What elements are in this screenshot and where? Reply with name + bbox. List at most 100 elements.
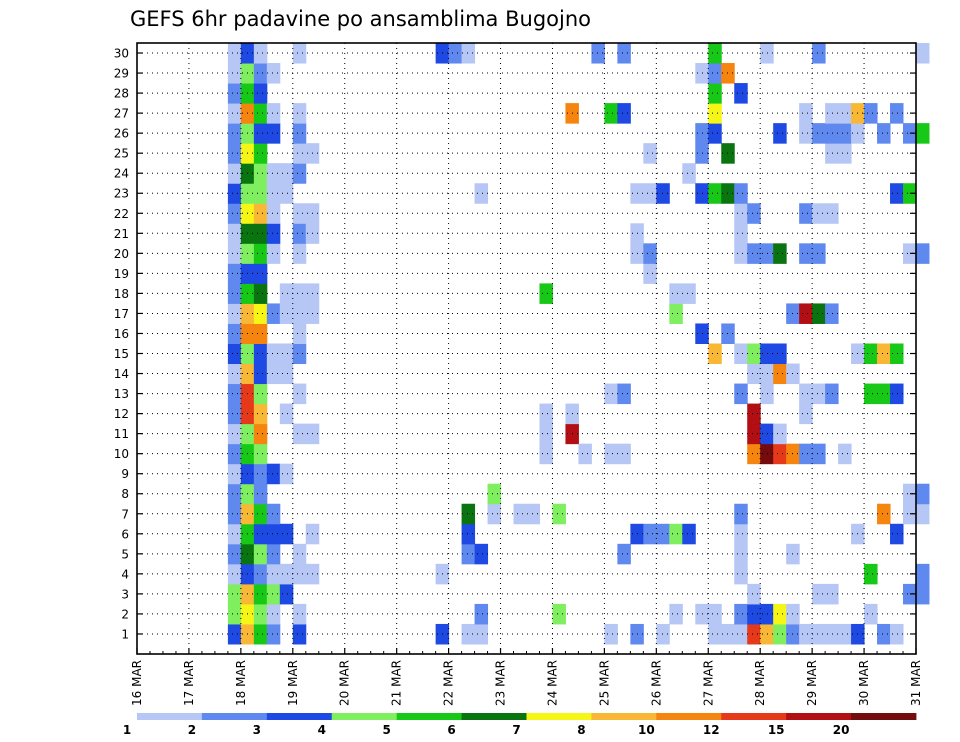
heat-cell: [227, 163, 242, 184]
heat-cell: [916, 123, 930, 144]
heat-cell: [838, 123, 852, 144]
heat-cell: [292, 383, 307, 405]
colorbar-swatch: [721, 713, 787, 720]
y-tick-label: 10: [114, 447, 129, 461]
heat-cell: [799, 203, 813, 224]
heat-cell: [604, 103, 618, 124]
heat-cell: [253, 163, 268, 184]
heat-cell: [253, 203, 268, 224]
heat-cell: [838, 143, 852, 164]
y-tick-label: 11: [114, 427, 129, 441]
heat-cell: [916, 43, 930, 64]
x-tick-label: 27 MAR: [701, 660, 715, 706]
heat-cell: [292, 43, 307, 64]
heat-cell: [890, 523, 904, 545]
heat-cell: [747, 403, 761, 425]
heat-cell: [253, 223, 268, 244]
y-tick-label: 17: [114, 307, 129, 321]
heat-cell: [734, 523, 748, 545]
y-tick-label: 22: [114, 207, 129, 221]
y-tick-label: 18: [114, 287, 129, 301]
heat-cell: [292, 103, 307, 124]
heat-cell: [539, 443, 553, 465]
heat-cell: [253, 83, 268, 104]
heat-cell: [708, 603, 722, 625]
heat-cell: [266, 223, 281, 244]
heat-cell: [890, 383, 904, 405]
heat-cell: [643, 263, 657, 284]
heat-cell: [656, 623, 670, 645]
heat-cell: [708, 43, 722, 64]
heat-cell: [266, 363, 281, 385]
heat-cell: [799, 623, 813, 645]
heat-cell: [877, 383, 891, 405]
heat-cell: [253, 103, 268, 124]
heat-cell: [773, 443, 787, 465]
heat-cell: [253, 463, 268, 485]
heat-cell: [708, 123, 722, 144]
y-tick-label: 4: [121, 567, 129, 581]
heat-cell: [266, 543, 281, 565]
heat-cell: [877, 123, 891, 144]
heat-cell: [266, 183, 281, 204]
heat-cell: [253, 603, 268, 625]
heat-cell: [292, 163, 307, 184]
heat-cell: [708, 83, 722, 104]
heat-cell: [227, 603, 242, 625]
colorbar-swatch: [266, 713, 333, 720]
heat-cell: [253, 443, 268, 465]
heat-cell: [461, 503, 476, 525]
heat-cell: [643, 143, 657, 164]
y-tick-label: 5: [121, 547, 129, 561]
heat-cell: [227, 43, 242, 64]
heat-cell: [253, 543, 268, 565]
heat-cell: [760, 363, 774, 385]
heat-cell: [773, 123, 787, 144]
heat-cell: [227, 363, 242, 385]
heat-cell: [916, 483, 930, 505]
heat-cell: [877, 623, 891, 645]
heat-cell: [266, 163, 281, 184]
heat-cell: [773, 423, 787, 445]
x-tick-label: 19 MAR: [286, 660, 300, 706]
heat-cell: [864, 343, 878, 365]
heat-cell: [773, 623, 787, 645]
heat-cell: [890, 183, 904, 204]
heat-cell: [461, 543, 476, 565]
colorbar-label: 10: [638, 723, 655, 737]
heat-cell: [890, 343, 904, 365]
heat-cell: [812, 383, 826, 405]
heat-cell: [760, 43, 774, 64]
heat-cell: [253, 343, 268, 365]
heat-cell: [669, 283, 683, 304]
heat-cell: [253, 563, 268, 585]
heat-cell: [227, 183, 242, 204]
heat-cell: [903, 243, 917, 264]
heat-cell: [227, 63, 242, 84]
heat-cell: [227, 423, 242, 445]
y-tick-label: 3: [121, 587, 129, 601]
heat-cell: [253, 303, 268, 324]
heat-cell: [279, 563, 294, 585]
y-tick-label: 16: [114, 327, 129, 341]
heat-cell: [903, 183, 917, 204]
heat-cell: [292, 203, 307, 224]
colorbar-label: 3: [253, 723, 261, 737]
heat-cell: [552, 603, 566, 625]
heat-cell: [916, 563, 930, 585]
heat-cell: [656, 523, 670, 545]
heat-cell: [812, 303, 826, 324]
heat-cell: [864, 103, 878, 124]
heat-cell: [617, 443, 631, 465]
heat-cell: [279, 463, 294, 485]
heat-cell: [227, 303, 242, 324]
heat-cell: [227, 583, 242, 605]
heat-cell: [708, 63, 722, 84]
heat-cell: [266, 103, 281, 124]
heat-cell: [760, 443, 774, 465]
heat-cell: [760, 603, 774, 625]
heat-cell: [682, 523, 696, 545]
colorbar-label: 7: [512, 723, 520, 737]
heat-cell: [656, 183, 670, 204]
